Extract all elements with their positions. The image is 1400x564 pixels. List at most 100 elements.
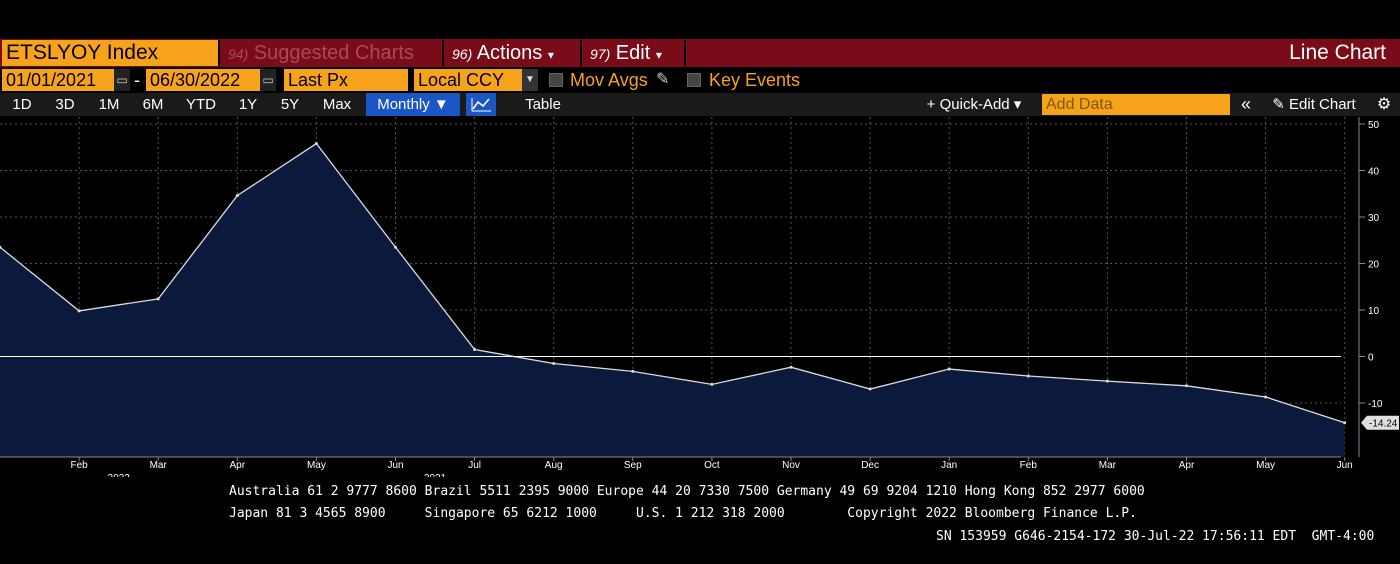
line-chart-icon [471,98,491,112]
data-point [1343,421,1347,425]
data-point [394,245,397,249]
data-point [552,361,556,365]
collapse-icon[interactable]: « [1240,94,1251,114]
data-point [235,194,239,198]
edit-chart-button[interactable]: ✎ Edit Chart [1272,96,1356,113]
y-tick-label: 0 [1368,353,1374,364]
mov-avgs-checkbox[interactable] [549,73,563,87]
data-point [77,309,81,313]
mov-avgs-label: Mov Avgs [570,70,648,90]
chart-type-title: Line Chart [1289,41,1386,64]
calendar-icon[interactable]: ▭ [260,69,276,91]
data-point [1026,374,1030,378]
year-label: 2021 [424,473,447,477]
x-tick-label: Sep [624,460,642,471]
currency-select[interactable]: Local CCY [414,69,522,91]
data-point [1264,395,1268,399]
edit-caret-icon: ▾ [655,48,662,62]
data-point [473,348,477,352]
actions-number: 96) [452,46,473,62]
settings-gear-icon[interactable]: ⚙ [1376,96,1392,113]
frequency-select[interactable]: Monthly ▼ [366,93,460,116]
x-tick-label: Dec [861,460,879,471]
calendar-icon[interactable]: ▭ [114,69,130,91]
data-point [631,369,635,373]
actions-label: Actions [476,42,543,64]
footer-session-line: SN 153959 G646-2154-172 30-Jul-22 17:56:… [936,529,1375,544]
year-label: 2022 [108,473,131,477]
period-5y-button[interactable]: 5Y [280,96,300,113]
data-point [710,382,714,386]
footer-contacts-line1: Australia 61 2 9777 8600 Brazil 5511 239… [229,484,1145,499]
y-tick-label: 50 [1368,120,1380,131]
suggested-charts-label: Suggested Charts [253,42,414,64]
pencil-icon[interactable]: ✎ [656,71,670,88]
actions-caret-icon: ▾ [547,48,554,62]
x-tick-label: Aug [545,460,563,471]
x-tick-label: Nov [782,460,800,471]
data-point [868,387,872,391]
period-3d-button[interactable]: 3D [55,96,75,113]
quick-add-button[interactable]: + Quick-Add ▾ [926,96,1022,113]
y-tick-label: -10 [1368,399,1383,410]
add-data-input[interactable]: Add Data [1042,94,1230,115]
x-tick-label: May [307,460,326,471]
period-1m-button[interactable]: 1M [98,96,120,113]
x-tick-label: Feb [70,460,88,471]
title-bar [0,39,1400,67]
x-tick-label: Mar [150,460,168,471]
data-point [314,142,318,146]
x-tick-label: Apr [1179,460,1195,471]
x-tick-label: Jun [387,460,403,471]
line-chart-toggle[interactable] [466,93,496,116]
data-point [0,245,2,249]
edit-menu-button[interactable]: 97) Edit ▾ [590,40,662,66]
x-tick-label: Mar [1099,460,1117,471]
x-tick-label: Jun [1337,460,1353,471]
data-point [156,297,160,301]
suggested-charts-button[interactable]: 94) Suggested Charts [228,40,414,66]
series-line [0,142,1345,424]
currency-dropdown-icon[interactable]: ▼ [522,69,538,91]
line-chart: -10 0 10 20 30 40 50 Feb Mar Apr May Jun Jul Aug Sep Oc… [0,117,1399,477]
period-ytd-button[interactable]: YTD [186,96,216,113]
y-tick-label: 40 [1368,167,1380,178]
area-fill [0,143,1345,457]
divider [580,40,582,66]
data-point [789,365,793,369]
start-date-field[interactable]: 01/01/2021 [2,69,114,91]
divider [218,40,220,66]
edit-number: 97) [590,46,611,62]
last-value-tag [1361,415,1399,430]
period-1d-button[interactable]: 1D [12,96,32,113]
footer-contacts-line2: Japan 81 3 4565 8900 Singapore 65 6212 1… [229,506,1137,521]
edit-label: Edit [615,42,651,64]
data-point [1185,384,1188,388]
actions-menu-button[interactable]: 96) Actions ▾ [452,40,554,66]
period-max-button[interactable]: Max [322,96,352,113]
x-tick-label: Feb [1020,460,1038,471]
end-date-field[interactable]: 06/30/2022 [146,69,260,91]
period-6m-button[interactable]: 6M [142,96,164,113]
key-events-label: Key Events [709,70,801,90]
period-1y-button[interactable]: 1Y [238,96,258,113]
key-events-checkbox[interactable] [687,73,701,87]
x-tick-label: Jul [468,460,481,471]
x-tick-label: May [1256,460,1275,471]
ticker-field[interactable]: ETSLYOY Index [2,40,218,66]
last-value-label: -14.24 [1369,419,1398,430]
data-point [1105,379,1109,383]
x-tick-label: Jan [941,460,957,471]
divider [442,40,444,66]
data-point [947,367,951,371]
suggested-charts-number: 94) [228,46,249,62]
y-tick-label: 20 [1368,260,1380,271]
y-tick-label: 30 [1368,213,1380,224]
table-button[interactable]: Table [525,96,561,113]
date-range-dash: - [134,70,140,90]
price-field-select[interactable]: Last Px [284,69,408,91]
x-tick-label: Apr [230,460,246,471]
divider [684,40,686,66]
y-tick-label: 10 [1368,306,1380,317]
x-tick-label: Oct [704,460,720,471]
